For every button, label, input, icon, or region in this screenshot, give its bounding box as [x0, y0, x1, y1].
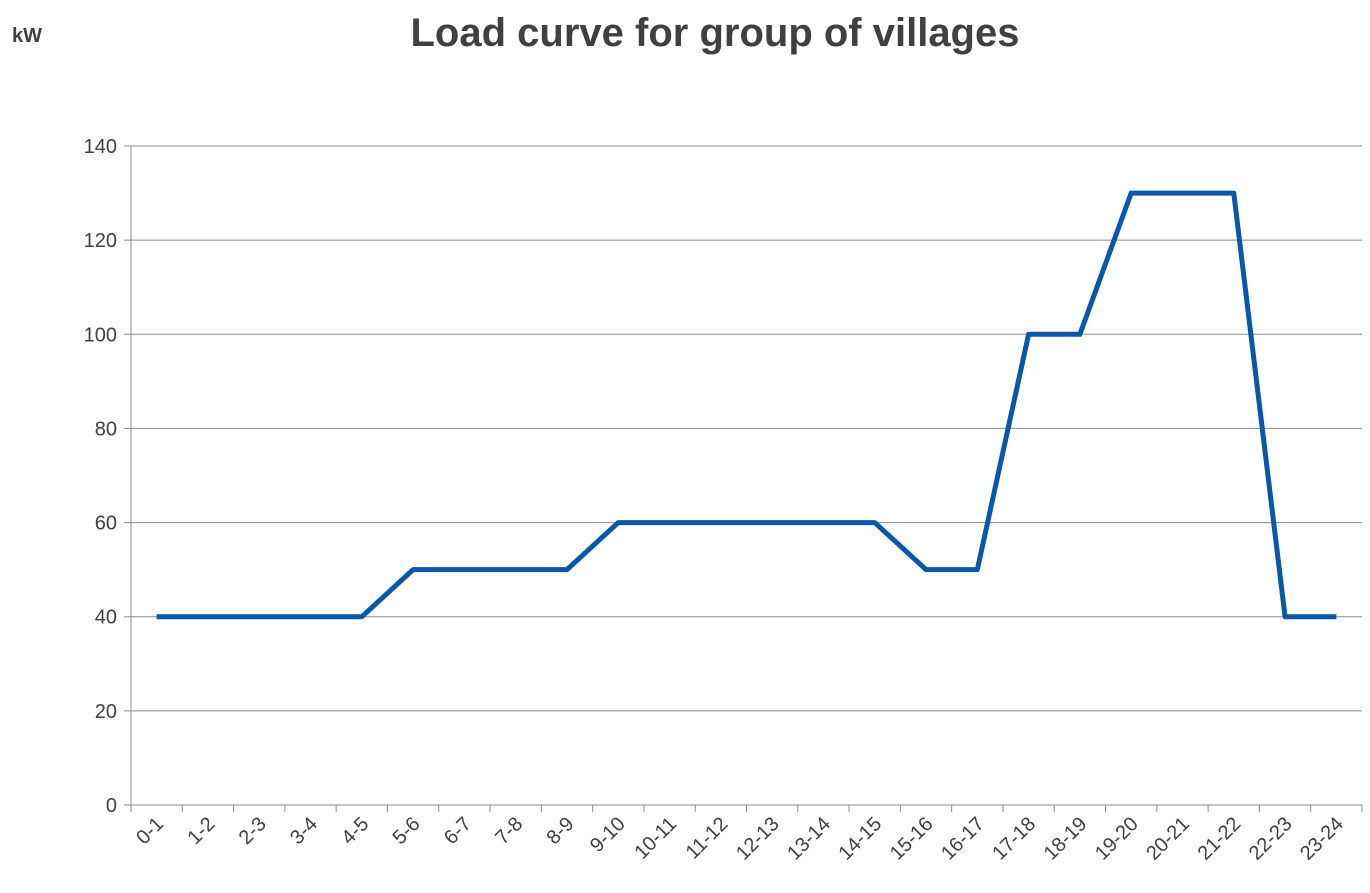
- y-tick-label: 100: [84, 324, 117, 346]
- chart-title: Load curve for group of villages: [411, 11, 1020, 55]
- line-series: [156, 190, 1337, 620]
- x-tick-label: 12-13: [732, 813, 784, 865]
- x-tick-label: 21-22: [1194, 813, 1246, 865]
- x-tick-label: 13-14: [783, 813, 835, 865]
- x-tick-label: 16-17: [937, 813, 989, 865]
- x-tick-label: 18-19: [1040, 813, 1092, 865]
- x-tick-label: 7-8: [491, 813, 527, 849]
- y-tick-label: 120: [84, 230, 117, 252]
- x-tick-label: 9-10: [586, 813, 630, 857]
- x-tick-label: 8-9: [543, 813, 579, 849]
- y-tick-label: 0: [106, 795, 117, 817]
- x-tick-label: 19-20: [1091, 813, 1143, 865]
- x-tick-label: 3-4: [286, 813, 322, 849]
- x-tick-label: 11-12: [682, 813, 733, 864]
- y-tick-label: 60: [95, 513, 117, 535]
- x-tick-label: 17-18: [988, 813, 1040, 865]
- x-tick-label: 6-7: [440, 813, 476, 849]
- x-tick-label: 23-24: [1296, 813, 1348, 865]
- y-tick-label: 80: [95, 418, 117, 440]
- x-tick-label: 14-15: [835, 813, 887, 865]
- x-tick-label: 5-6: [389, 813, 425, 849]
- x-tick-label: 10-11: [630, 813, 681, 864]
- x-tick-label: 20-21: [1142, 813, 1194, 865]
- x-tick-label: 15-16: [886, 813, 938, 865]
- y-axis-label: kW: [12, 25, 42, 47]
- x-tick-label: 22-23: [1245, 813, 1297, 865]
- y-tick-label: 20: [95, 701, 117, 723]
- y-tick-label: 140: [84, 136, 117, 158]
- x-tick-label: 1-2: [183, 813, 219, 849]
- x-tick-label: 2-3: [235, 813, 271, 849]
- y-tick-label: 40: [95, 607, 117, 629]
- x-tick-label: 4-5: [337, 813, 373, 849]
- x-tick-label: 0-1: [132, 813, 168, 849]
